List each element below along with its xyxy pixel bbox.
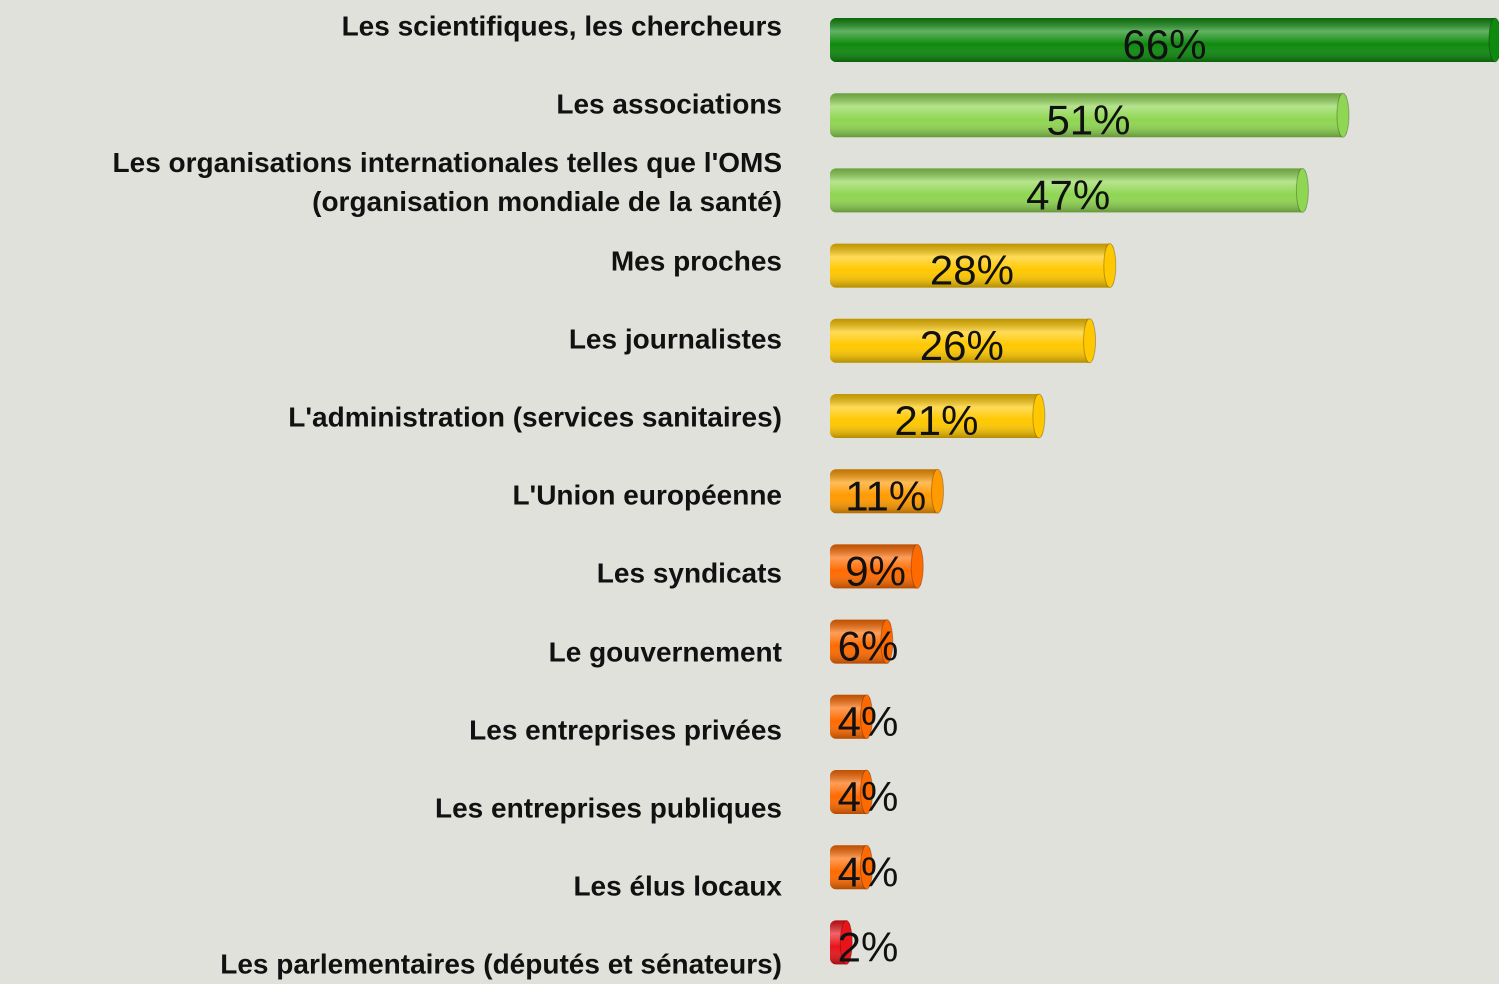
value-label: 51% xyxy=(1046,96,1130,143)
category-label: Les parlementaires (députés et sénateurs… xyxy=(220,948,782,980)
bar-end xyxy=(860,769,874,815)
category-label: Le gouvernement xyxy=(548,636,782,668)
bar-shine xyxy=(830,18,1499,62)
bar-shine xyxy=(830,93,1347,138)
category-label: Les élus locaux xyxy=(573,870,782,902)
category-label: Les associations xyxy=(556,88,782,120)
category-label: Les journalistes xyxy=(568,323,782,355)
bar-end xyxy=(910,543,924,589)
value-label: 28% xyxy=(930,247,1014,294)
bar-shine xyxy=(830,619,891,664)
bar-shine xyxy=(830,168,1307,213)
bar-end xyxy=(839,919,853,965)
value-label: 26% xyxy=(920,322,1004,369)
bar-shine xyxy=(830,243,1114,288)
value-label: 66% xyxy=(1122,21,1206,68)
bar-shine xyxy=(830,469,942,514)
bar-shine xyxy=(830,544,922,589)
bar-shine xyxy=(830,694,871,739)
category-label: L'administration (services sanitaires) xyxy=(288,401,782,433)
value-label: 11% xyxy=(845,472,926,519)
bar-end xyxy=(1488,17,1499,63)
value-label: 4% xyxy=(838,698,899,745)
value-label: 4% xyxy=(838,773,899,820)
bar-end xyxy=(860,694,874,740)
category-label: Les syndicats xyxy=(596,557,782,589)
category-label: Mes proches xyxy=(610,245,782,277)
bar-end xyxy=(1336,92,1350,138)
bar-end xyxy=(1032,393,1046,439)
value-label: 4% xyxy=(838,848,899,895)
bar-end xyxy=(1295,167,1309,213)
bar-end xyxy=(860,844,874,890)
value-label: 9% xyxy=(845,547,906,594)
bar-shine xyxy=(830,318,1094,363)
bar-end xyxy=(1083,318,1097,364)
category-label: Les entreprises privées xyxy=(469,714,782,746)
bar-end xyxy=(1103,243,1117,289)
category-label: Les scientifiques, les chercheurs xyxy=(341,10,782,42)
value-label: 2% xyxy=(838,923,899,970)
bar-shine xyxy=(830,845,871,890)
bar-shine xyxy=(830,394,1043,438)
value-label: 47% xyxy=(1026,171,1110,218)
category-label: Les entreprises publiques xyxy=(435,792,782,824)
category-label: L'Union européenne xyxy=(512,479,782,511)
bar-end xyxy=(931,468,944,514)
value-label: 21% xyxy=(894,397,978,444)
bar-end xyxy=(880,619,894,665)
bar-shine xyxy=(830,770,871,814)
value-label: 6% xyxy=(838,623,899,670)
category-label: Les organisations internationales telles… xyxy=(112,147,782,218)
